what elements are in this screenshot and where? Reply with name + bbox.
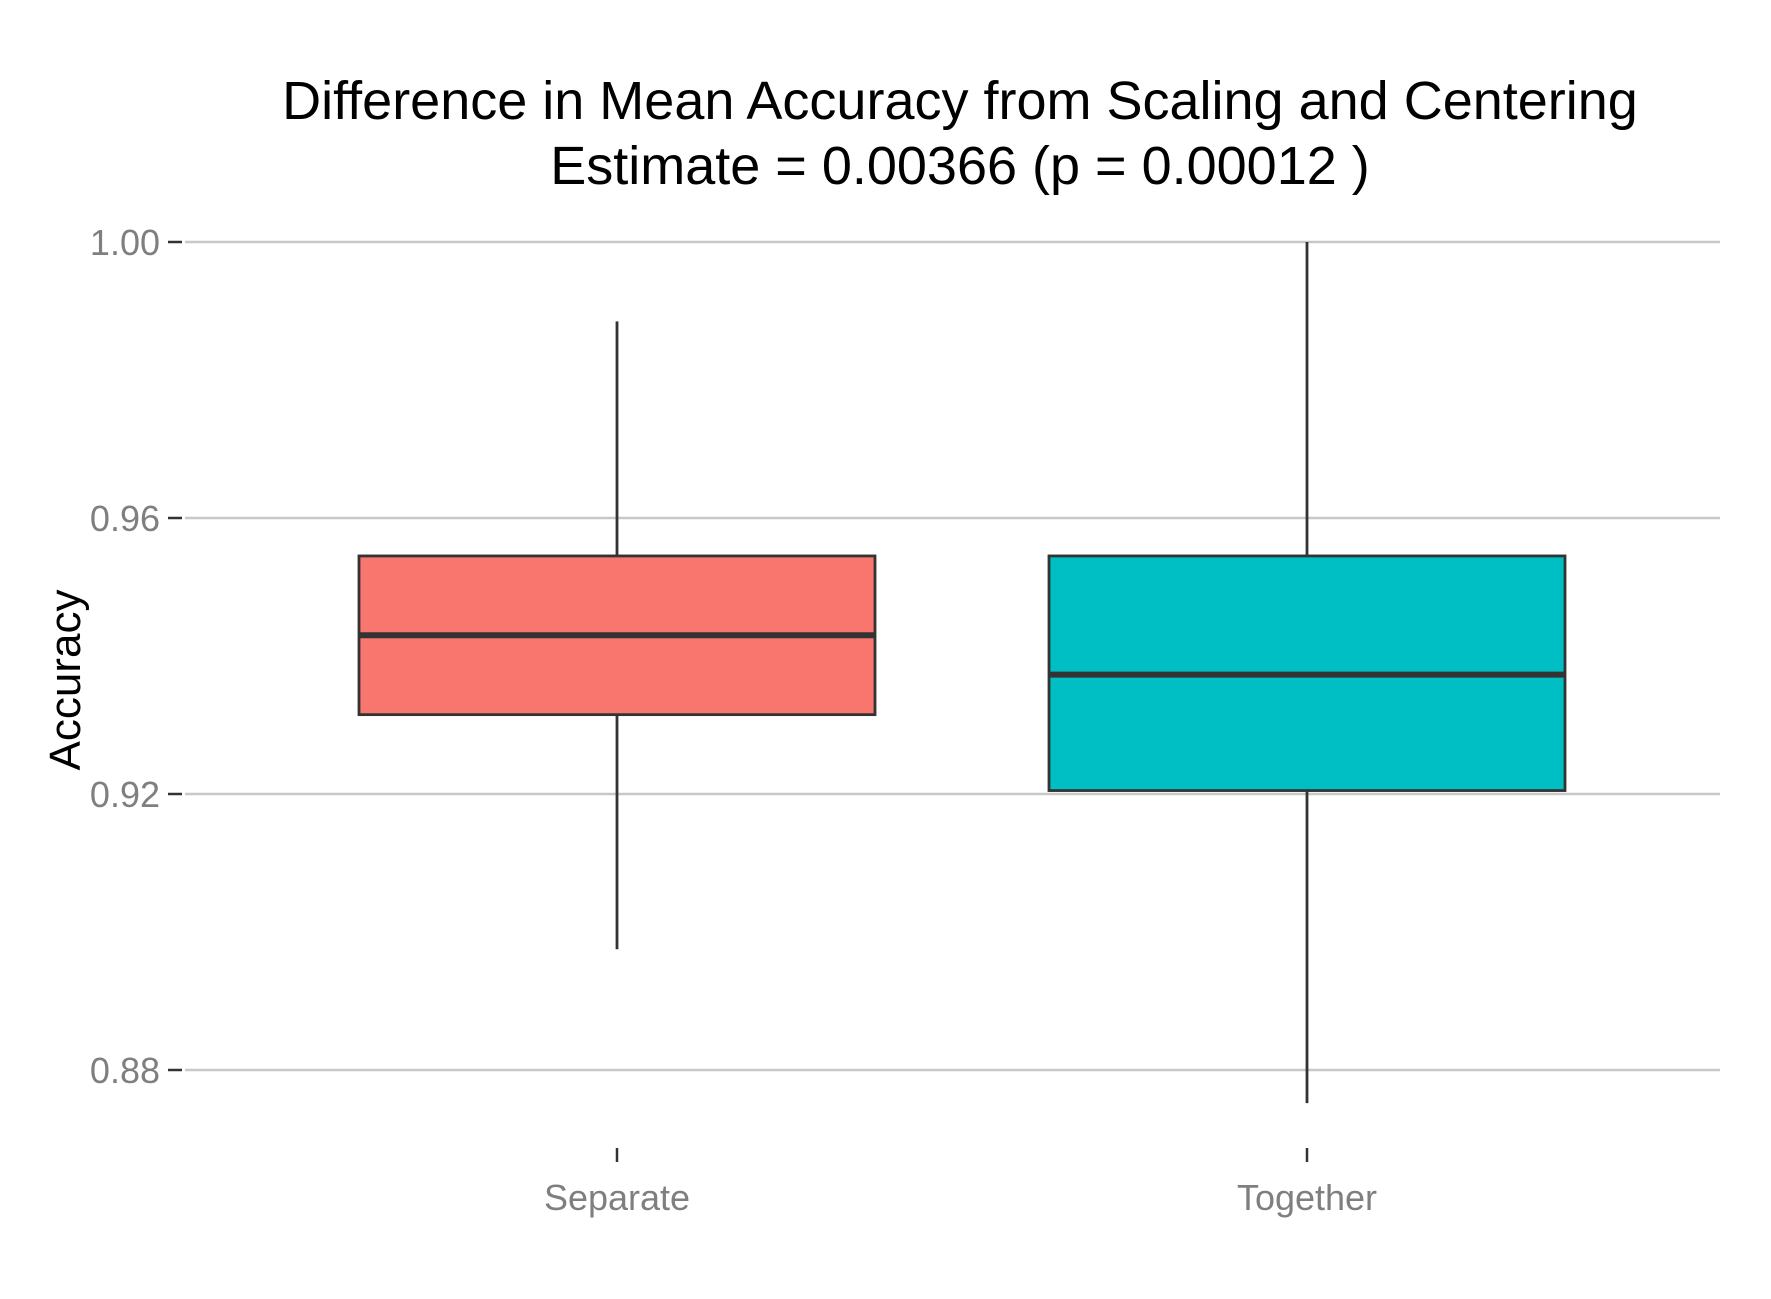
y-axis-title: Accuracy — [41, 590, 90, 771]
chart-subtitle: Estimate = 0.00366 (p = 0.00012 ) — [550, 136, 1370, 196]
chart-title: Difference in Mean Accuracy from Scaling… — [282, 71, 1638, 131]
y-tick-label: 1.00 — [90, 222, 160, 263]
x-tick-label: Separate — [544, 1177, 690, 1218]
boxplot-together — [1047, 242, 1567, 1104]
x-tick-label: Together — [1237, 1177, 1377, 1218]
boxplot-separate — [357, 321, 877, 950]
y-axis: 0.88 0.92 0.96 1.00 — [90, 222, 182, 1091]
boxplots — [357, 242, 1567, 1104]
y-tick-label: 0.88 — [90, 1050, 160, 1091]
gridlines — [185, 240, 1720, 1072]
y-tick-label: 0.92 — [90, 774, 160, 815]
y-tick-label: 0.96 — [90, 498, 160, 539]
x-axis: Separate Together — [544, 1148, 1377, 1218]
